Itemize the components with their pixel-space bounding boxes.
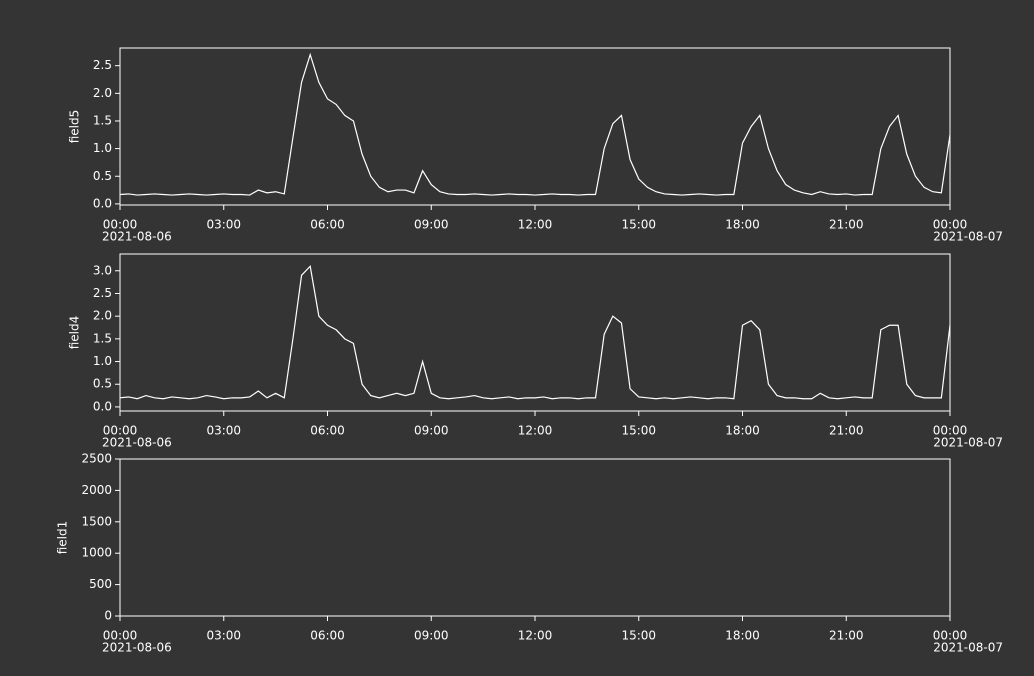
data-line bbox=[119, 264, 951, 400]
start-date: 2021-08-06 bbox=[102, 230, 172, 244]
y-tick-label: 1.0 bbox=[93, 354, 112, 368]
x-tick-label: 06:00 bbox=[310, 218, 345, 232]
y-tick-label: 2.0 bbox=[93, 86, 112, 100]
y-tick-label: 1000 bbox=[81, 546, 112, 560]
y-tick-label: 2.0 bbox=[93, 309, 112, 323]
x-tick-label: 03:00 bbox=[206, 629, 241, 643]
plot-frame bbox=[119, 47, 951, 206]
y-tick-label: 500 bbox=[89, 577, 112, 591]
end-date: 2021-08-07 bbox=[933, 230, 1003, 244]
x-tick-label: 00:00 bbox=[103, 629, 138, 643]
end-date: 2021-08-07 bbox=[933, 641, 1003, 655]
y-axis-label: field1 bbox=[56, 521, 70, 555]
y-tick-label: 1500 bbox=[81, 514, 112, 528]
x-tick-label: 15:00 bbox=[621, 424, 656, 438]
x-tick-label: 15:00 bbox=[621, 218, 656, 232]
x-tick-label: 21:00 bbox=[829, 424, 864, 438]
x-tick-label: 00:00 bbox=[103, 218, 138, 232]
plot-frame bbox=[119, 458, 951, 617]
x-tick-label: 06:00 bbox=[310, 629, 345, 643]
y-tick-label: 0.0 bbox=[93, 399, 112, 413]
plot-frame bbox=[119, 253, 951, 412]
y-axis-label: field4 bbox=[68, 316, 82, 350]
data-line bbox=[119, 52, 951, 196]
x-tick-label: 18:00 bbox=[725, 629, 760, 643]
y-tick-label: 0 bbox=[104, 609, 112, 623]
x-tick-label: 12:00 bbox=[518, 424, 553, 438]
x-tick-label: 21:00 bbox=[829, 218, 864, 232]
x-tick-label: 00:00 bbox=[103, 424, 138, 438]
x-tick-label: 09:00 bbox=[414, 218, 449, 232]
x-tick-label: 00:00 bbox=[933, 424, 968, 438]
start-date: 2021-08-06 bbox=[102, 436, 172, 450]
y-tick-label: 1.0 bbox=[93, 141, 112, 155]
x-tick-label: 06:00 bbox=[310, 424, 345, 438]
x-tick-label: 03:00 bbox=[206, 218, 241, 232]
x-tick-label: 00:00 bbox=[933, 629, 968, 643]
x-tick-label: 18:00 bbox=[725, 424, 760, 438]
x-tick-label: 00:00 bbox=[933, 218, 968, 232]
x-tick-label: 12:00 bbox=[518, 629, 553, 643]
y-tick-label: 1.5 bbox=[93, 331, 112, 345]
end-date: 2021-08-07 bbox=[933, 436, 1003, 450]
y-tick-label: 1.5 bbox=[93, 113, 112, 127]
x-tick-label: 03:00 bbox=[206, 424, 241, 438]
y-tick-label: 2.5 bbox=[93, 58, 112, 72]
x-tick-label: 09:00 bbox=[414, 629, 449, 643]
start-date: 2021-08-06 bbox=[102, 641, 172, 655]
x-tick-label: 18:00 bbox=[725, 218, 760, 232]
y-tick-label: 2000 bbox=[81, 483, 112, 497]
x-tick-label: 12:00 bbox=[518, 218, 553, 232]
y-axis-label: field5 bbox=[68, 110, 82, 144]
y-tick-label: 2.5 bbox=[93, 286, 112, 300]
y-tick-label: 3.0 bbox=[93, 263, 112, 277]
y-tick-label: 2500 bbox=[81, 452, 112, 466]
x-tick-label: 09:00 bbox=[414, 424, 449, 438]
y-tick-label: 0.5 bbox=[93, 377, 112, 391]
y-tick-label: 0.0 bbox=[93, 196, 112, 210]
x-tick-label: 21:00 bbox=[829, 629, 864, 643]
y-tick-label: 0.5 bbox=[93, 169, 112, 183]
x-tick-label: 15:00 bbox=[621, 629, 656, 643]
